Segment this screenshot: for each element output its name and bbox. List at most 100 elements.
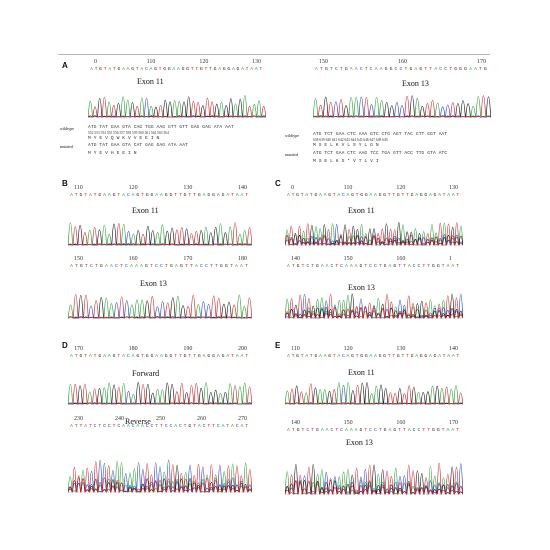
tick-label: 140 bbox=[291, 256, 300, 262]
tick-label: 230 bbox=[74, 416, 83, 422]
tick-label: 120 bbox=[129, 185, 138, 191]
tick-label: 140 bbox=[291, 420, 300, 426]
trace-C bbox=[68, 300, 252, 319]
tick-label: 170 bbox=[477, 59, 486, 65]
chromatogram-b-exon13: 150 160 170 180 A T G T C T G A A C T C A A A G T C C T G A G T T A C C… bbox=[67, 254, 253, 322]
trace-A bbox=[67, 222, 253, 246]
wildtype-dna: ATG TCT GAA CTC AAA GTC CTG AGT TAC CTT … bbox=[313, 132, 448, 137]
tick-label: 140 bbox=[238, 185, 247, 191]
tick-label: 160 bbox=[396, 420, 405, 426]
tick-label: 0 bbox=[291, 185, 294, 191]
tick-label: 170 bbox=[183, 256, 192, 262]
tick-label: 150 bbox=[74, 256, 83, 262]
tick-label: 1 bbox=[449, 256, 452, 262]
tick-label: 130 bbox=[396, 346, 405, 352]
tick-label: 160 bbox=[396, 256, 405, 262]
chromatogram-b-exon11: 110 120 130 140 A T G T A T G A A G T A C A G T G G A A G G T T G T T G… bbox=[67, 183, 253, 249]
tick-label: 170 bbox=[74, 346, 83, 352]
wildtype-aa: M S E L K V L S Y L G N bbox=[313, 143, 379, 148]
tick-label: 140 bbox=[449, 346, 458, 352]
tick-label: 170 bbox=[449, 420, 458, 426]
trace-svg: 140 150 160 1A T G T C T G A A C T C A A A G T C C T G A G T T A C C T T… bbox=[284, 256, 464, 319]
tick-label: 200 bbox=[238, 346, 247, 352]
tick-label: 250 bbox=[156, 416, 165, 422]
exon-title: Exon 13 bbox=[402, 79, 429, 88]
trace-G bbox=[67, 465, 253, 493]
exon-title: Exon 13 bbox=[346, 438, 373, 447]
chromatogram-d-forward: 170 180 190 200 A T G T A T G A A G T A C A G T G G A A G G T T G T T G… bbox=[67, 344, 253, 408]
read-title: Reverse bbox=[125, 417, 151, 426]
tick-label: 130 bbox=[252, 59, 261, 65]
chromatogram-e-exon13: 140 150 160 170 A T G T C T G A A C T C A A A G T C C T G A G T T A C C… bbox=[284, 418, 464, 498]
panel-label-b: B bbox=[62, 179, 68, 188]
top-divider bbox=[58, 54, 490, 55]
tick-label: 110 bbox=[74, 185, 83, 191]
mutated-dna: ATG TCT GAA CTC AAG TCC TGA GTT ACC TTG … bbox=[313, 151, 448, 156]
tick-label: 120 bbox=[199, 59, 208, 65]
tick-label: 110 bbox=[147, 59, 156, 65]
exon-title: Exon 13 bbox=[140, 279, 167, 288]
tick-label: 120 bbox=[344, 346, 353, 352]
trace-A bbox=[284, 381, 464, 405]
tick-label: 190 bbox=[183, 346, 192, 352]
wildtype-label: wildtype bbox=[60, 126, 74, 131]
trace-A bbox=[87, 94, 266, 118]
trace-T bbox=[67, 461, 253, 493]
mutated-dna: ATG TAT GAA GTA CAT GAG GAG ATA AAT bbox=[88, 143, 188, 148]
tick-label: 180 bbox=[238, 256, 247, 262]
trace-A bbox=[67, 294, 252, 319]
tick-label: 120 bbox=[396, 185, 405, 191]
tick-label: 150 bbox=[319, 59, 328, 65]
tick-label: 150 bbox=[344, 420, 353, 426]
read-title: Forward bbox=[132, 369, 160, 378]
trace-T bbox=[67, 222, 253, 246]
trace-G bbox=[284, 293, 464, 319]
tick-label: 180 bbox=[129, 346, 138, 352]
exon-title: Exon 11 bbox=[348, 368, 375, 377]
trace-T bbox=[88, 96, 267, 118]
chromatogram-a-exon13: 150 160 170 A T G T C T G A A C T C A A G G C C T G A G T T A C C T G G G… bbox=[312, 57, 492, 121]
mutated-label: mutated bbox=[60, 144, 73, 149]
trace-T bbox=[68, 294, 253, 319]
wildtype-label: wildtype bbox=[285, 133, 299, 138]
wildtype-positions: 552 553 554 555 556 557 558 559 560 561 … bbox=[88, 131, 169, 135]
trace-T bbox=[284, 462, 464, 495]
panel-label-a: A bbox=[62, 61, 68, 70]
mutated-aa: M S E L K S * V T L V I bbox=[313, 159, 379, 164]
tick-label: 270 bbox=[238, 416, 247, 422]
tick-label: 150 bbox=[344, 256, 353, 262]
trace-G bbox=[68, 223, 252, 246]
tick-label: 130 bbox=[183, 185, 192, 191]
tick-label: 160 bbox=[129, 256, 138, 262]
mutated-label: mutated bbox=[285, 152, 298, 157]
chromatogram-e-exon11: 110 120 130 140 A T G T A T G A A G T A C A G T G G A A G G T T G T T G… bbox=[284, 344, 464, 408]
chromatogram-c-exon11: 0 110 120 130 A T G T A T G A A G T A C A G T G G A A G G T T G T T G A G… bbox=[284, 183, 464, 249]
wildtype-aa: M Y E V Q W K V V E E I N bbox=[88, 136, 160, 141]
wildtype-positions: 638 639 640 641 642 643 644 645 646 647 … bbox=[313, 138, 388, 142]
tick-label: 130 bbox=[449, 185, 458, 191]
exon-title: Exon 11 bbox=[348, 206, 375, 215]
trace-G bbox=[68, 294, 252, 319]
trace-C bbox=[67, 459, 253, 493]
chromatogram-d-reverse: 230 240 250 260 270 A T T A T C T C C T C A A C A A C C T T C C A C T… bbox=[67, 414, 253, 496]
tick-label: 0 bbox=[94, 59, 97, 65]
trace-T bbox=[313, 95, 491, 118]
exon-title: Exon 11 bbox=[137, 77, 164, 86]
tick-label: 110 bbox=[291, 346, 300, 352]
trace-T bbox=[284, 294, 464, 319]
